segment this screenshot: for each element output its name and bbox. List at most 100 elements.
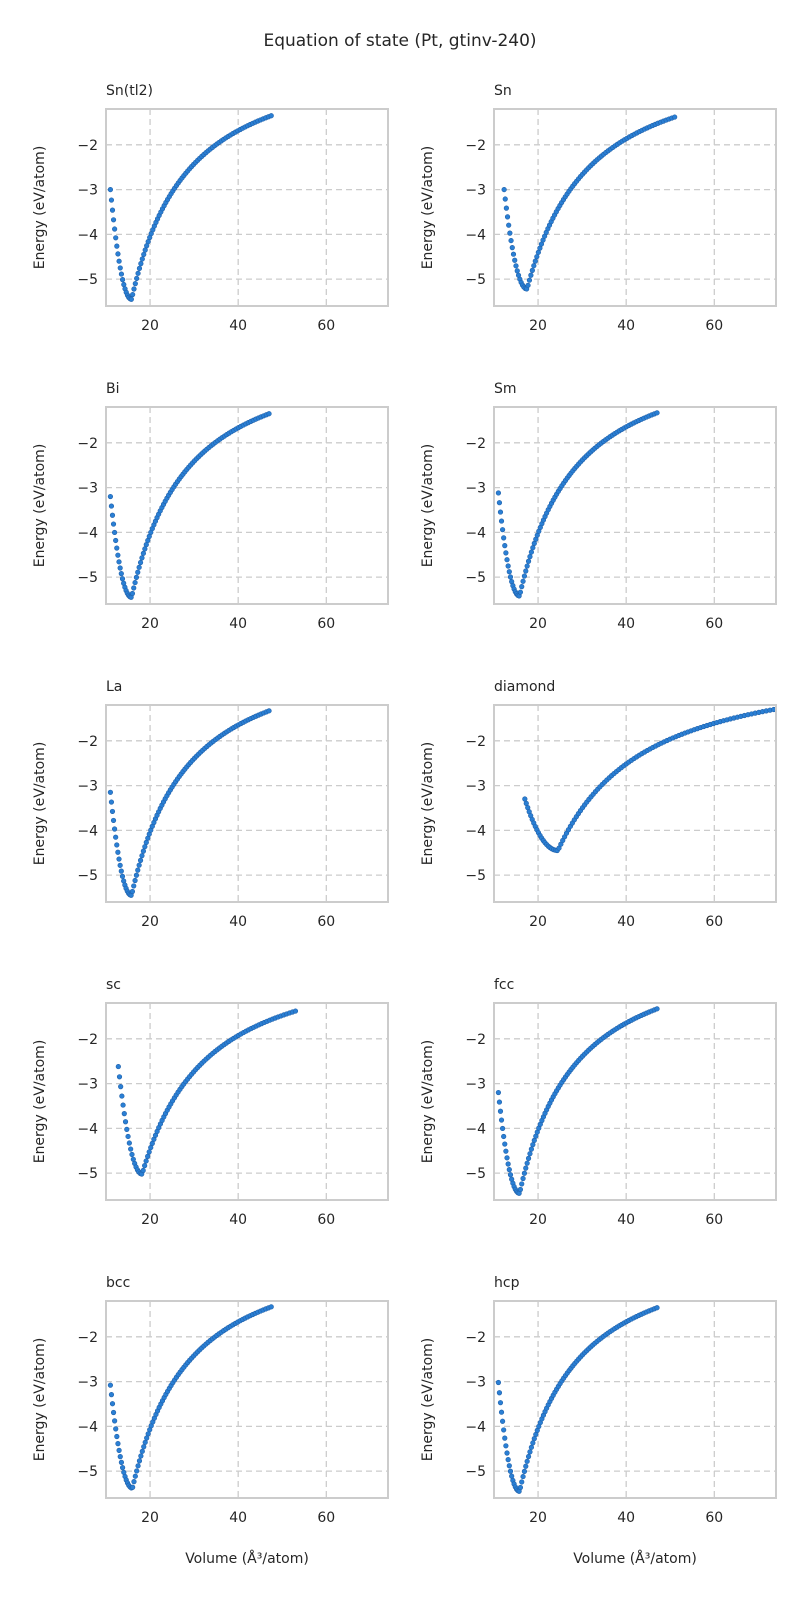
y-tick-label: −4 (77, 1419, 98, 1435)
data-point (506, 1463, 512, 1469)
plot-frame (105, 406, 389, 605)
data-point (527, 1151, 533, 1157)
data-series (495, 1006, 660, 1196)
data-point (130, 1484, 136, 1490)
data-point (129, 1151, 135, 1158)
data-point (503, 1148, 509, 1154)
y-tick-label: −4 (465, 1419, 486, 1435)
plot-frame (105, 704, 389, 903)
data-point (505, 1457, 511, 1463)
data-point (501, 1427, 507, 1433)
x-tick-label: 60 (317, 616, 335, 632)
x-tick-label: 40 (617, 1212, 635, 1228)
x-tick-label: 60 (705, 1212, 723, 1228)
data-point (142, 1163, 148, 1169)
data-point (140, 1167, 146, 1174)
y-tick-label: −3 (77, 481, 98, 497)
data-point (116, 1447, 122, 1453)
plot-frame (105, 1002, 389, 1201)
panel-title: sc (106, 977, 121, 993)
data-series (107, 411, 272, 600)
data-point (117, 1454, 123, 1460)
data-point (111, 529, 118, 536)
y-tick-label: −5 (77, 1464, 98, 1480)
data-point (498, 1409, 505, 1415)
y-axis-label: Energy (eV/atom) (32, 742, 48, 866)
y-tick-label: −3 (465, 1375, 486, 1391)
data-point (507, 1468, 514, 1474)
data-point (129, 590, 136, 597)
data-point (497, 509, 504, 515)
data-series (495, 410, 660, 599)
data-point (525, 282, 531, 288)
data-point (530, 545, 536, 551)
data-point (504, 1155, 510, 1161)
data-point (502, 196, 508, 202)
x-tick-label: 20 (529, 1212, 547, 1228)
x-tick-label: 40 (229, 318, 247, 334)
panel-bcc: bcc 20 40 60 −2 −3 −4 −5 Energy (eV/atom) Volume … (32, 1275, 389, 1567)
data-point (125, 1133, 131, 1140)
data-point (145, 1153, 151, 1159)
data-point (113, 537, 119, 544)
y-tick-label: −2 (465, 1032, 486, 1048)
y-axis-label: Energy (eV/atom) (420, 444, 436, 568)
y-tick-label: −5 (465, 570, 486, 586)
data-point (292, 1008, 299, 1014)
data-point (119, 277, 126, 283)
data-point (499, 1418, 506, 1424)
panel-title: bcc (106, 1275, 130, 1291)
data-point (506, 569, 512, 575)
panel-sn-tl2-: Sn(tl2) 20 40 60 −2 −3 −4 −5 Energy (eV/atom) (32, 83, 389, 334)
y-tick-label: −5 (77, 272, 98, 288)
y-tick-label: −4 (465, 525, 486, 541)
data-point (531, 263, 537, 269)
figure-title: Equation of state (Pt, gtinv-240) (263, 31, 536, 51)
data-point (108, 799, 115, 805)
data-point (135, 569, 141, 575)
data-point (528, 1146, 534, 1152)
data-point (111, 826, 118, 832)
y-tick-label: −5 (77, 868, 98, 884)
data-point (504, 557, 510, 563)
y-tick-label: −3 (465, 183, 486, 199)
data-point (268, 1304, 274, 1310)
x-tick-label: 60 (705, 318, 723, 334)
data-point (499, 1125, 506, 1132)
data-point (131, 585, 137, 591)
data-point (517, 589, 524, 595)
data-point (146, 1149, 152, 1155)
data-point (117, 265, 123, 271)
data-point (499, 527, 506, 533)
x-tick-label: 20 (141, 914, 159, 930)
plot-frame (493, 108, 777, 307)
y-tick-label: −2 (465, 436, 486, 452)
y-axis-label: Energy (eV/atom) (32, 444, 48, 568)
data-point (495, 1379, 502, 1386)
data-point (131, 286, 137, 292)
x-tick-label: 20 (529, 1510, 547, 1526)
data-point (139, 555, 145, 561)
data-point (114, 545, 120, 551)
data-point (112, 226, 118, 232)
data-point (133, 872, 140, 878)
data-point (503, 1443, 509, 1449)
x-tick-label: 20 (529, 318, 547, 334)
data-point (526, 277, 533, 283)
data-point (509, 245, 515, 251)
y-axis-label: Energy (eV/atom) (420, 742, 436, 866)
data-point (121, 1111, 127, 1117)
data-point (114, 1433, 120, 1440)
x-tick-label: 40 (229, 1510, 247, 1526)
panel-title: Sm (494, 381, 517, 397)
data-point (119, 1465, 126, 1471)
x-tick-label: 40 (617, 914, 635, 930)
x-tick-label: 60 (317, 914, 335, 930)
panels: Sn(tl2) 20 40 60 −2 −3 −4 −5 Energy (eV/atom) Sn 2… (32, 83, 777, 1567)
data-point (506, 1167, 512, 1173)
data-point (496, 1099, 503, 1105)
data-point (129, 888, 136, 895)
data-point (527, 554, 533, 560)
x-axis-label: Volume (Å³/atom) (185, 1550, 309, 1567)
